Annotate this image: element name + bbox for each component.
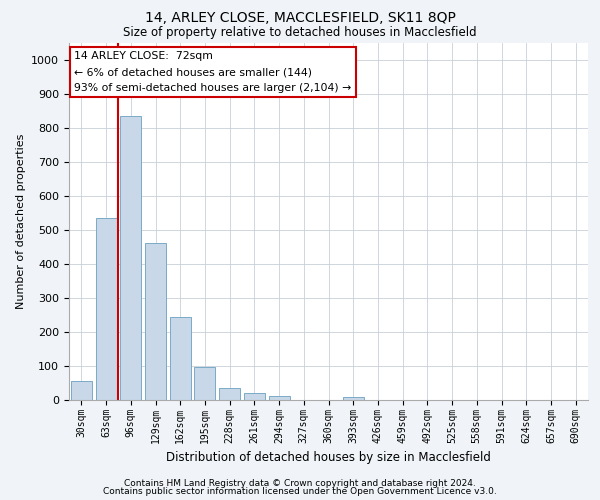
Text: Contains HM Land Registry data © Crown copyright and database right 2024.: Contains HM Land Registry data © Crown c… bbox=[124, 478, 476, 488]
Text: Size of property relative to detached houses in Macclesfield: Size of property relative to detached ho… bbox=[123, 26, 477, 39]
Bar bbox=[219, 388, 240, 400]
Text: 14 ARLEY CLOSE:  72sqm
← 6% of detached houses are smaller (144)
93% of semi-det: 14 ARLEY CLOSE: 72sqm ← 6% of detached h… bbox=[74, 52, 352, 92]
Bar bbox=[244, 392, 265, 400]
X-axis label: Distribution of detached houses by size in Macclesfield: Distribution of detached houses by size … bbox=[166, 451, 491, 464]
Bar bbox=[145, 244, 166, 400]
Bar bbox=[170, 316, 191, 400]
Bar bbox=[269, 396, 290, 400]
Bar bbox=[95, 218, 116, 400]
Text: Contains public sector information licensed under the Open Government Licence v3: Contains public sector information licen… bbox=[103, 487, 497, 496]
Bar bbox=[71, 382, 92, 400]
Y-axis label: Number of detached properties: Number of detached properties bbox=[16, 134, 26, 309]
Text: 14, ARLEY CLOSE, MACCLESFIELD, SK11 8QP: 14, ARLEY CLOSE, MACCLESFIELD, SK11 8QP bbox=[145, 11, 455, 25]
Bar bbox=[343, 398, 364, 400]
Bar bbox=[120, 116, 141, 400]
Bar bbox=[194, 366, 215, 400]
